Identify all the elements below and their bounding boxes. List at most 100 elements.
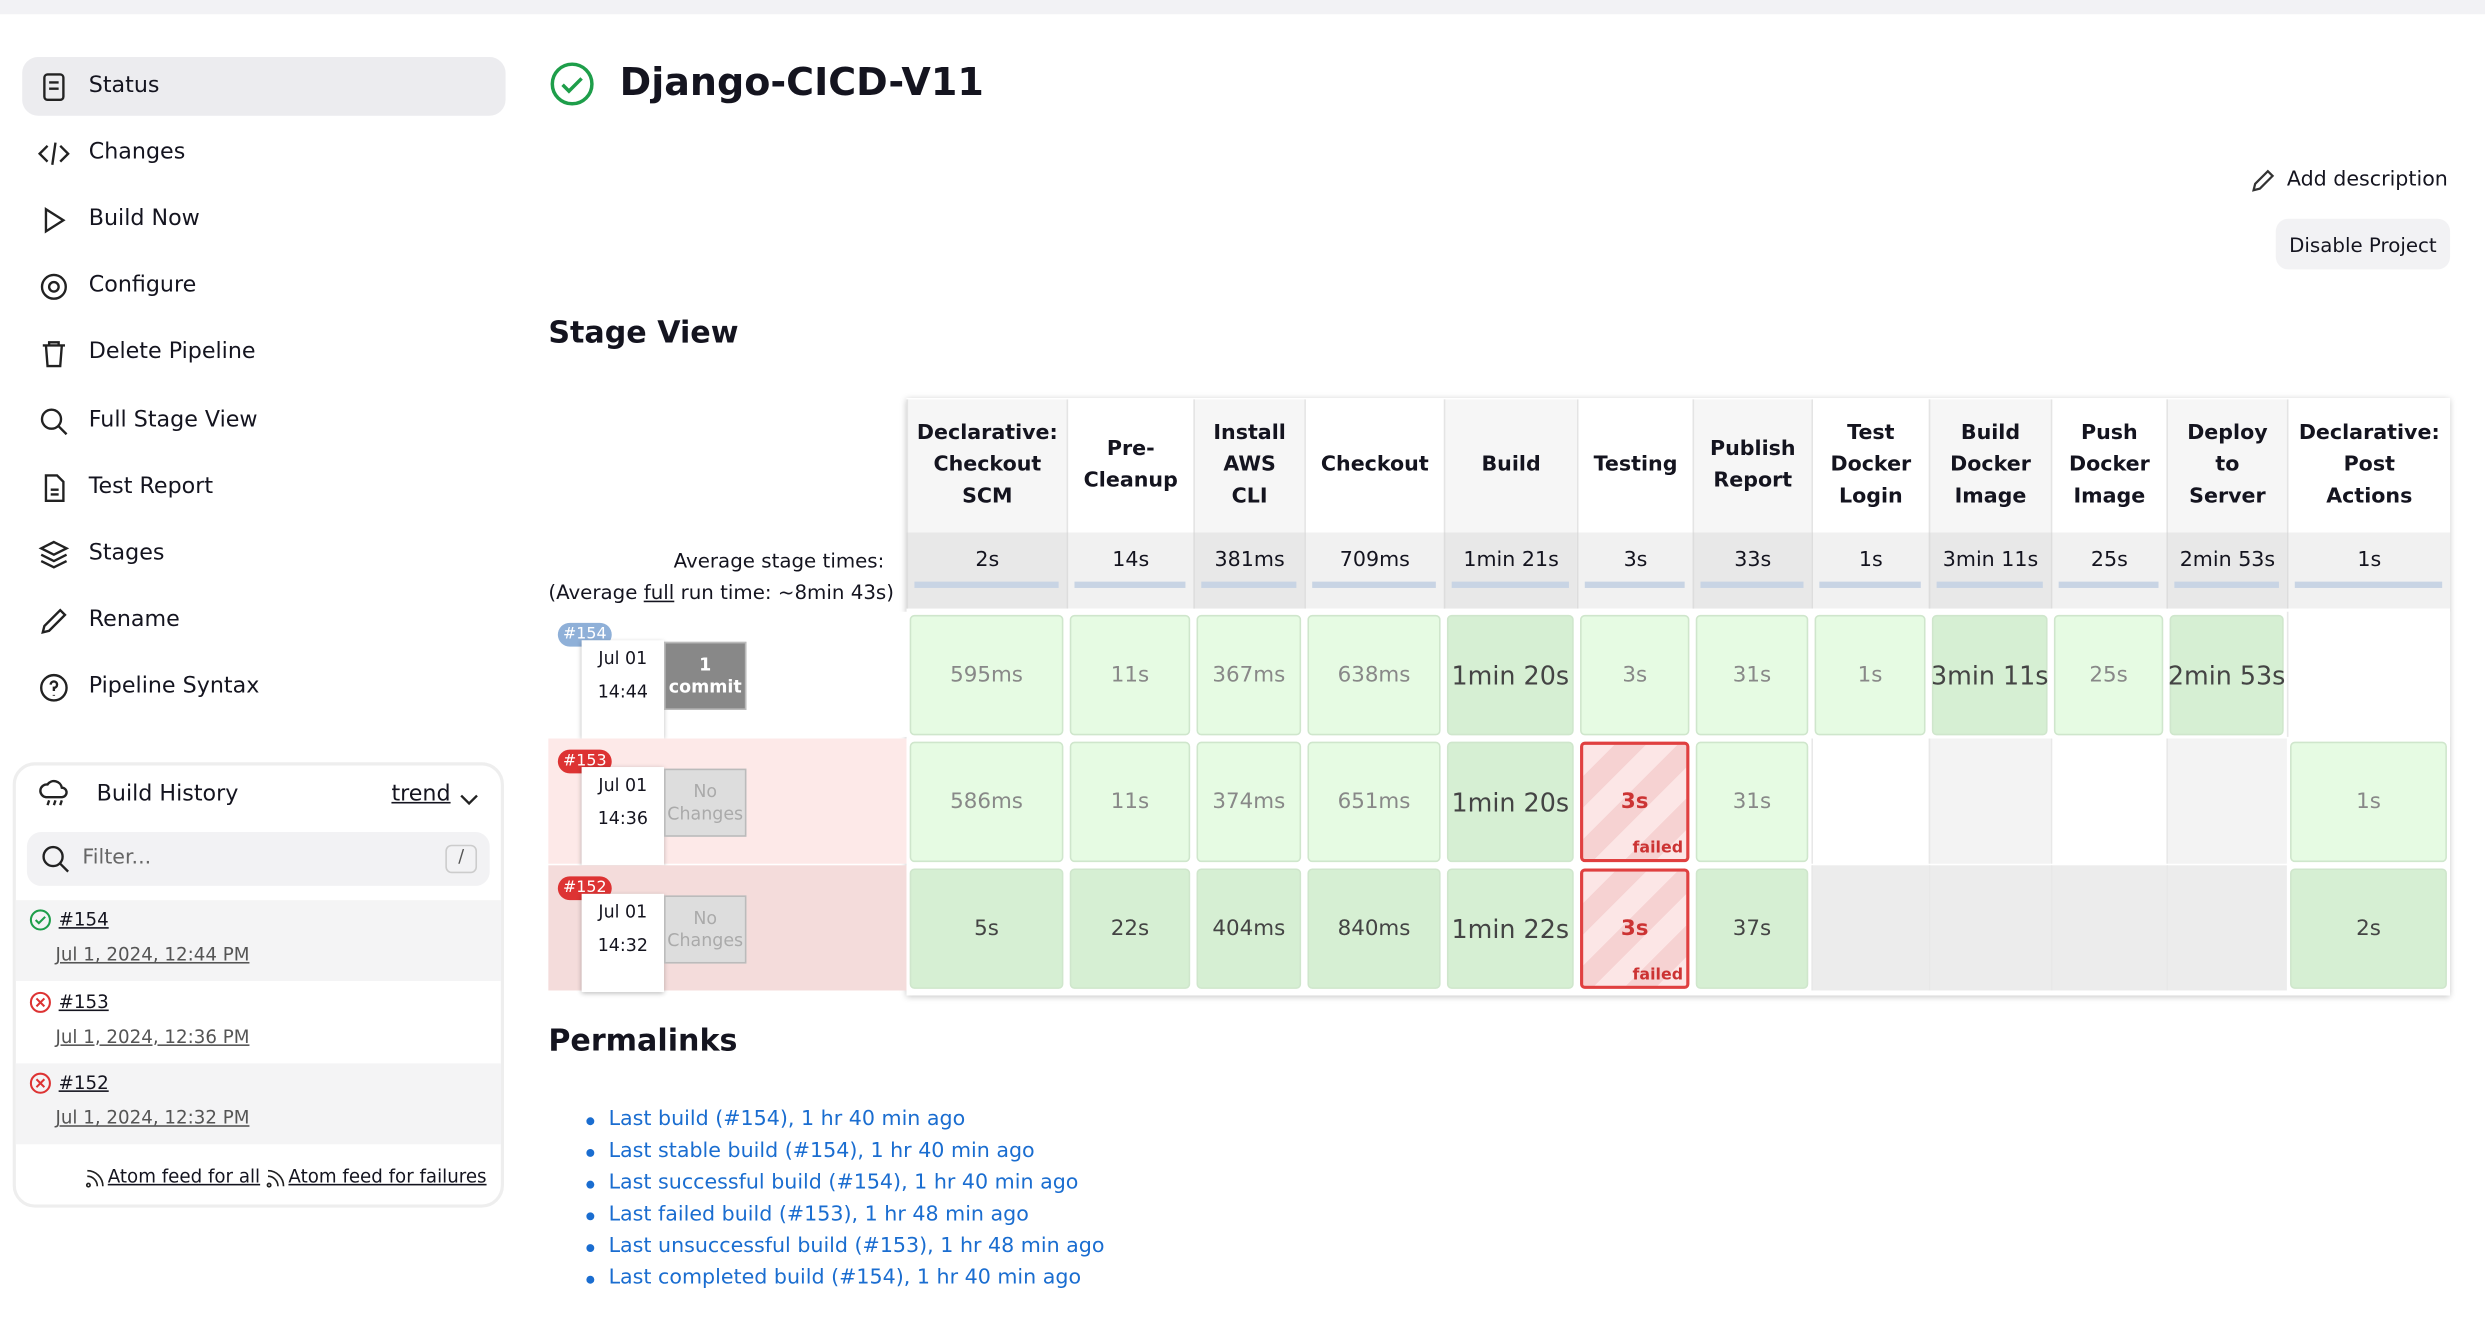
- build-number[interactable]: #154: [58, 908, 109, 931]
- build-date[interactable]: Jul 1, 2024, 12:44 PM: [55, 942, 250, 966]
- build-date: Jul 01: [598, 774, 648, 796]
- stage-avg-bar: [1584, 581, 1685, 588]
- feed-link[interactable]: Atom feed for all: [107, 1164, 261, 1188]
- build-history-title: Build History: [96, 781, 239, 807]
- sidebar-item[interactable]: Build Now: [88, 206, 200, 232]
- stage-cell: 11s: [1069, 741, 1191, 863]
- stage-avg: 1s: [2286, 532, 2451, 609]
- permalink[interactable]: Last stable build (#154), 1 hr 40 min ag…: [608, 1139, 1035, 1164]
- stage-avg-bar: [2174, 581, 2279, 588]
- sidebar-icon: [38, 672, 70, 710]
- stage-header: Declarative: Post Actions: [2286, 399, 2451, 533]
- permalink[interactable]: Last build (#154), 1 hr 40 min ago: [608, 1107, 966, 1132]
- stage-avg: 1min 21s: [1443, 532, 1577, 609]
- stage-avg: 33s: [1692, 532, 1812, 609]
- stage-avg-bar: [1819, 581, 1921, 588]
- empty-cell: [2166, 738, 2287, 864]
- sidebar-icon: [38, 538, 70, 576]
- permalink[interactable]: Last failed build (#153), 1 hr 48 min ag…: [608, 1202, 1029, 1227]
- page-title: Django-CICD-V11: [619, 60, 984, 105]
- bullet: [586, 1244, 595, 1252]
- empty-cell: [2050, 865, 2167, 991]
- build-date: Jul 01: [598, 648, 648, 669]
- stage-avg: 2s: [906, 532, 1067, 609]
- stage-cell: 404ms: [1196, 868, 1302, 989]
- filter-box[interactable]: [26, 832, 490, 886]
- permalink[interactable]: Last unsuccessful build (#153), 1 hr 48 …: [608, 1234, 1105, 1259]
- sidebar-icon: [38, 472, 70, 510]
- avg-text[interactable]: full: [643, 580, 675, 604]
- weather-icon: [38, 778, 70, 816]
- feed-link[interactable]: Atom feed for failures: [288, 1164, 487, 1188]
- stage-cell: 5s: [909, 868, 1064, 989]
- bullet: [586, 1180, 595, 1189]
- feed-icon: [265, 1167, 287, 1194]
- failed-label: failed: [1632, 839, 1684, 858]
- sidebar-item[interactable]: Changes: [88, 139, 186, 165]
- build-status-icon: [29, 1072, 53, 1102]
- sidebar-item[interactable]: Configure: [88, 273, 197, 299]
- build-date[interactable]: Jul 1, 2024, 12:36 PM: [55, 1024, 250, 1048]
- stage-cell: 1s: [1814, 614, 1926, 736]
- stage-header: Pre-Cleanup: [1066, 399, 1194, 533]
- stage-cell: 2min 53s: [2168, 614, 2285, 736]
- stage-cell: 638ms: [1307, 614, 1441, 736]
- stage-cell: 1min 20s: [1446, 741, 1574, 863]
- build-number[interactable]: #152: [58, 1071, 109, 1095]
- build-card: [581, 640, 665, 739]
- stage-cell: 25s: [2053, 614, 2164, 736]
- add-description[interactable]: Add description: [2286, 167, 2448, 192]
- bullet: [586, 1212, 595, 1221]
- stage-cell: 37s: [1695, 868, 1809, 989]
- changes-box: No Changes: [664, 768, 747, 837]
- permalink[interactable]: Last successful build (#154), 1 hr 40 mi…: [608, 1171, 1079, 1195]
- filter-placeholder: Filter...: [82, 846, 152, 871]
- stage-header: Publish Report: [1692, 399, 1812, 533]
- sidebar-item[interactable]: Test Report: [88, 473, 214, 499]
- avg-text: (Average: [548, 580, 644, 604]
- sidebar-item[interactable]: Stages: [88, 539, 165, 566]
- edit-icon: [2252, 169, 2275, 192]
- avg-full: (Average full run time: ~8min 43s): [548, 580, 894, 604]
- sidebar-icon: [37, 138, 70, 176]
- active-item-bg: [22, 57, 506, 116]
- sidebar-item[interactable]: Status: [88, 72, 160, 99]
- stage-avg-bar: [1451, 581, 1569, 588]
- sidebar-icon: [38, 338, 70, 376]
- stage-header: Install AWS CLI: [1193, 399, 1305, 533]
- avg-text: run time: ~8min 43s): [674, 580, 894, 604]
- trend-link[interactable]: trend: [391, 781, 451, 807]
- stage-avg: 2min 53s: [2166, 532, 2287, 609]
- status-icon: [550, 62, 594, 106]
- sidebar-item[interactable]: Rename: [88, 606, 180, 633]
- avg-label: Average stage times:: [673, 548, 885, 573]
- stage-header: Build: [1443, 399, 1577, 533]
- stage-cell: 651ms: [1307, 741, 1441, 863]
- feed-icon: [84, 1167, 106, 1194]
- sidebar-icon: [38, 71, 70, 109]
- stage-cell: 3s: [1580, 741, 1690, 863]
- permalink[interactable]: Last completed build (#154), 1 hr 40 min…: [608, 1266, 1082, 1291]
- sidebar-item[interactable]: Full Stage View: [88, 406, 258, 432]
- shortcut: /: [445, 844, 478, 874]
- stage-cell: 595ms: [909, 614, 1064, 736]
- sidebar-item[interactable]: Delete Pipeline: [88, 339, 256, 366]
- stage-avg: 25s: [2050, 532, 2167, 609]
- stage-cell: 586ms: [909, 741, 1064, 863]
- build-history-panel: [12, 762, 504, 1208]
- build-number[interactable]: #153: [58, 990, 109, 1013]
- build-date[interactable]: Jul 1, 2024, 12:32 PM: [55, 1106, 250, 1129]
- stage-header: Declarative: Checkout SCM: [906, 399, 1067, 533]
- sidebar-icon: [38, 271, 70, 309]
- stage-header: Build Docker Image: [1928, 399, 2051, 533]
- stage-cell: 3s: [1580, 614, 1690, 736]
- stage-cell: 1s: [2290, 741, 2447, 863]
- stage-cell: 22s: [1069, 868, 1191, 989]
- stage-avg: 709ms: [1304, 532, 1444, 609]
- empty-cell: [2050, 738, 2167, 864]
- stage-header: Testing: [1576, 399, 1693, 533]
- disable-button[interactable]: Disable Project: [2275, 218, 2451, 270]
- sidebar-item[interactable]: Pipeline Syntax: [88, 673, 260, 699]
- stage-cell: 3s: [1580, 868, 1690, 989]
